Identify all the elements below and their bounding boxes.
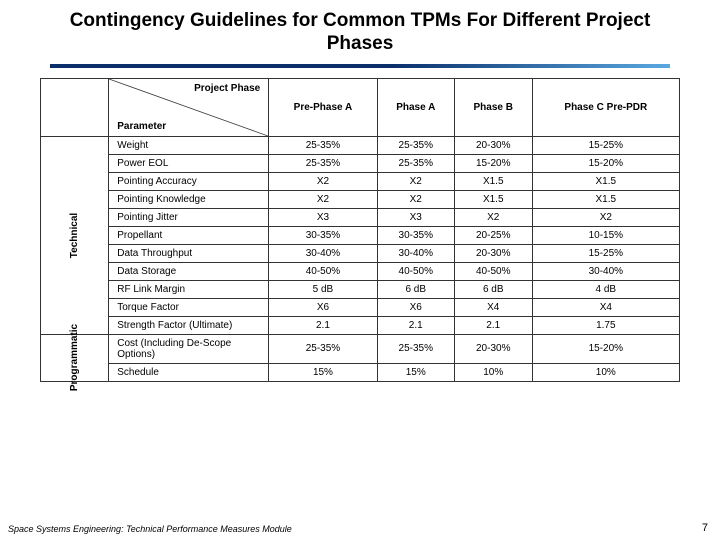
value-cell: 10-15% [532,226,679,244]
table-row: Data Storage40-50%40-50%40-50%30-40% [41,262,680,280]
value-cell: 25-35% [377,136,454,154]
value-cell: 25-35% [269,334,377,363]
phase-header: Phase A [377,78,454,136]
parameter-cell: Pointing Accuracy [109,172,269,190]
value-cell: 20-25% [454,226,532,244]
value-cell: 15-25% [532,136,679,154]
value-cell: X2 [377,190,454,208]
value-cell: 20-30% [454,244,532,262]
parameter-cell: Schedule [109,363,269,381]
value-cell: 6 dB [377,280,454,298]
parameter-cell: Propellant [109,226,269,244]
value-cell: 15% [377,363,454,381]
parameter-cell: Pointing Jitter [109,208,269,226]
value-cell: 25-35% [269,136,377,154]
table-row: Schedule15%15%10%10% [41,363,680,381]
table-row: Strength Factor (Ultimate)2.12.12.11.75 [41,316,680,334]
value-cell: X3 [377,208,454,226]
page-number: 7 [702,522,708,534]
table-row: Power EOL25-35%25-35%15-20%15-20% [41,154,680,172]
phase-header: Pre-Phase A [269,78,377,136]
value-cell: X2 [377,172,454,190]
value-cell: 40-50% [454,262,532,280]
table-row: RF Link Margin5 dB6 dB6 dB4 dB [41,280,680,298]
value-cell: 20-30% [454,136,532,154]
parameter-cell: Torque Factor [109,298,269,316]
contingency-table-wrap: Project Phase Parameter Pre-Phase A Phas… [40,78,680,382]
page-title: Contingency Guidelines for Common TPMs F… [0,0,720,60]
value-cell: 15-20% [532,154,679,172]
table-row: Propellant30-35%30-35%20-25%10-15% [41,226,680,244]
parameter-cell: Data Storage [109,262,269,280]
value-cell: 15-20% [532,334,679,363]
value-cell: 25-35% [377,334,454,363]
footer-text: Space Systems Engineering: Technical Per… [8,524,712,534]
value-cell: 5 dB [269,280,377,298]
parameter-cell: Strength Factor (Ultimate) [109,316,269,334]
value-cell: X2 [269,190,377,208]
value-cell: X4 [454,298,532,316]
diag-label-top: Project Phase [194,83,260,94]
parameter-cell: Cost (Including De-Scope Options) [109,334,269,363]
contingency-table: Project Phase Parameter Pre-Phase A Phas… [40,78,680,382]
value-cell: X6 [269,298,377,316]
value-cell: 25-35% [269,154,377,172]
value-cell: 30-35% [269,226,377,244]
value-cell: X3 [269,208,377,226]
value-cell: 40-50% [377,262,454,280]
group-label: Programmatic [41,334,109,381]
phase-header: Phase B [454,78,532,136]
value-cell: 2.1 [377,316,454,334]
parameter-cell: Power EOL [109,154,269,172]
diag-label-bottom: Parameter [117,121,166,132]
value-cell: X1.5 [454,190,532,208]
value-cell: 2.1 [269,316,377,334]
table-row: TechnicalWeight25-35%25-35%20-30%15-25% [41,136,680,154]
header-row: Project Phase Parameter Pre-Phase A Phas… [41,78,680,136]
value-cell: 10% [532,363,679,381]
table-row: Pointing AccuracyX2X2X1.5X1.5 [41,172,680,190]
table-row: ProgrammaticCost (Including De-Scope Opt… [41,334,680,363]
value-cell: 30-40% [377,244,454,262]
value-cell: X2 [269,172,377,190]
value-cell: 15-25% [532,244,679,262]
value-cell: X1.5 [454,172,532,190]
value-cell: X2 [454,208,532,226]
value-cell: 6 dB [454,280,532,298]
title-divider [50,64,670,68]
value-cell: 1.75 [532,316,679,334]
table-row: Pointing KnowledgeX2X2X1.5X1.5 [41,190,680,208]
value-cell: 15-20% [454,154,532,172]
value-cell: 20-30% [454,334,532,363]
value-cell: X1.5 [532,172,679,190]
table-body: TechnicalWeight25-35%25-35%20-30%15-25%P… [41,136,680,381]
value-cell: 30-40% [269,244,377,262]
parameter-cell: RF Link Margin [109,280,269,298]
value-cell: 15% [269,363,377,381]
header-spacer [41,78,109,136]
value-cell: X2 [532,208,679,226]
value-cell: 40-50% [269,262,377,280]
parameter-cell: Weight [109,136,269,154]
table-row: Data Throughput30-40%30-40%20-30%15-25% [41,244,680,262]
value-cell: X6 [377,298,454,316]
phase-header: Phase C Pre-PDR [532,78,679,136]
value-cell: 30-40% [532,262,679,280]
value-cell: 30-35% [377,226,454,244]
value-cell: 4 dB [532,280,679,298]
value-cell: 2.1 [454,316,532,334]
table-row: Pointing JitterX3X3X2X2 [41,208,680,226]
value-cell: X1.5 [532,190,679,208]
parameter-cell: Data Throughput [109,244,269,262]
table-row: Torque FactorX6X6X4X4 [41,298,680,316]
value-cell: 10% [454,363,532,381]
group-label: Technical [41,136,109,334]
value-cell: X4 [532,298,679,316]
diagonal-header: Project Phase Parameter [109,78,269,136]
parameter-cell: Pointing Knowledge [109,190,269,208]
value-cell: 25-35% [377,154,454,172]
